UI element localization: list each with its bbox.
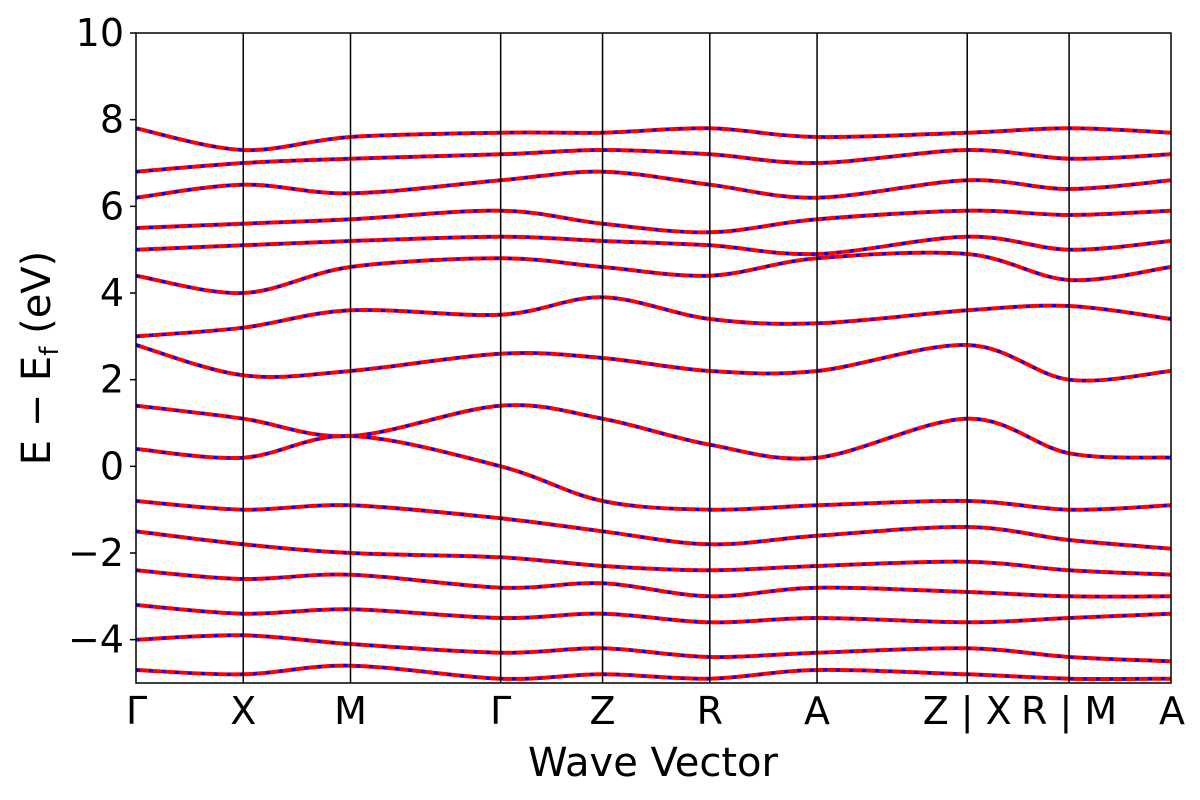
band-line: [136, 208, 1171, 235]
y-tick-label: 2: [100, 358, 124, 402]
y-axis-label: E − Ef (eV): [14, 251, 65, 466]
band-line-overlay: [136, 170, 1171, 200]
y-axis-label-unit: (eV): [14, 251, 60, 347]
x-tick-label: M: [334, 689, 367, 733]
y-tick-label: 8: [100, 98, 124, 142]
plot-frame: [135, 32, 1172, 684]
x-tick-label: X: [230, 689, 256, 733]
band-line-overlay: [136, 568, 1171, 599]
x-tick-label: A: [1159, 689, 1185, 733]
band-line-overlay: [136, 235, 1171, 256]
band-line: [136, 234, 1171, 257]
band-line: [136, 663, 1171, 682]
band-line: [136, 433, 1171, 512]
y-tick-label: 4: [100, 271, 124, 315]
x-tick-label: Z | X: [923, 689, 1012, 734]
band-lines-group: [136, 126, 1171, 682]
y-axis-label-subscript: f: [35, 346, 65, 356]
x-tick-label: Γ: [490, 689, 511, 733]
y-tick-label: 10: [76, 11, 124, 55]
band-line-overlay: [136, 148, 1171, 174]
band-line-overlay: [136, 633, 1171, 663]
y-tick-label: −2: [68, 531, 124, 575]
y-axis-label-main: E − E: [14, 356, 60, 466]
x-tick-label: Γ: [126, 689, 147, 733]
band-line-overlay: [136, 664, 1171, 681]
x-tick-label: R: [697, 689, 723, 733]
band-line: [136, 147, 1171, 174]
band-line-overlay: [136, 343, 1171, 383]
high-symmetry-lines-group: [242, 33, 1070, 683]
x-axis-label: Wave Vector: [528, 740, 779, 786]
band-line: [136, 568, 1171, 599]
band-line-overlay: [136, 209, 1171, 234]
band-line: [136, 295, 1171, 339]
y-tick-label: 0: [100, 444, 124, 488]
band-line-overlay: [136, 251, 1171, 295]
band-line-overlay: [136, 603, 1171, 624]
band-line-overlay: [136, 403, 1171, 461]
band-line: [136, 250, 1171, 296]
y-axis-ticks: −4 −2 0 2 4 6 8 10: [68, 11, 136, 662]
band-line-overlay: [136, 529, 1171, 577]
x-tick-label: A: [804, 689, 830, 733]
band-line-overlay: [136, 295, 1171, 338]
x-tick-label: R | M: [1021, 689, 1117, 734]
band-line: [136, 603, 1171, 625]
band-line-overlay: [136, 499, 1171, 551]
x-tick-label: Z: [590, 689, 616, 733]
y-tick-label: 6: [100, 184, 124, 228]
band-line-overlay: [136, 126, 1171, 152]
band-line: [136, 633, 1171, 664]
band-line-overlay: [136, 434, 1171, 512]
y-tick-label: −4: [68, 618, 124, 662]
